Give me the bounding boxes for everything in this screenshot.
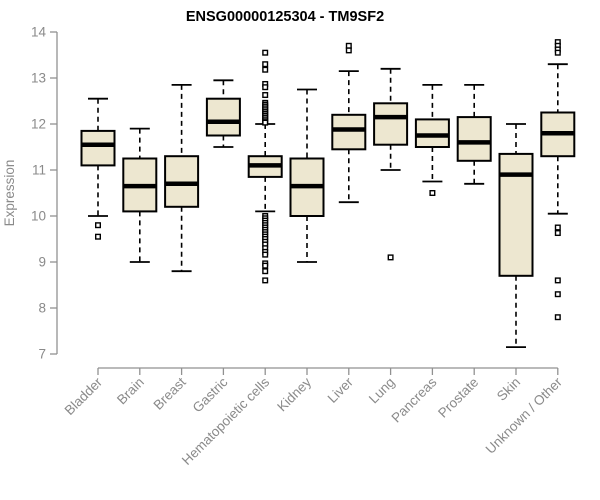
- boxplot-bladder: [80, 97, 116, 240]
- y-tick-label: 7: [38, 347, 46, 362]
- outlier-point: [262, 49, 269, 56]
- x-tick-label-prostate: Prostate: [435, 375, 481, 421]
- x-tick-label-pancreas: Pancreas: [389, 374, 440, 425]
- outlier-point: [262, 84, 269, 91]
- iqr-box: [80, 129, 116, 167]
- outlier-point: [554, 230, 561, 237]
- y-axis-label: Expression: [2, 160, 17, 227]
- x-tick-label-lung: Lung: [366, 375, 398, 407]
- boxplot-lung: [373, 67, 409, 261]
- outlier-point: [262, 92, 269, 99]
- outlier-point: [262, 61, 269, 68]
- boxplot-brain: [122, 127, 158, 263]
- x-tick-label-gastric: Gastric: [190, 374, 231, 415]
- y-tick-label: 10: [31, 209, 46, 224]
- boxplot-breast: [164, 84, 200, 273]
- x-tick-label-brain: Brain: [114, 375, 147, 408]
- iqr-box: [373, 102, 409, 146]
- boxplot-liver: [331, 42, 367, 204]
- iqr-box: [164, 155, 200, 208]
- chart-title: ENSG00000125304 - TM9SF2: [186, 9, 384, 25]
- y-tick-label: 14: [31, 25, 47, 40]
- x-tick-label-skin: Skin: [494, 375, 523, 404]
- boxplot-kidney: [289, 88, 325, 263]
- iqr-box: [205, 97, 241, 137]
- outlier-point: [387, 254, 394, 261]
- boxplot-prostate: [456, 84, 492, 185]
- iqr-box: [456, 116, 492, 162]
- boxplot-skin: [498, 123, 534, 349]
- outlier-point: [262, 119, 269, 126]
- x-tick-label-kidney: Kidney: [274, 374, 314, 414]
- y-tick-label: 8: [38, 301, 46, 316]
- y-tick-label: 11: [32, 163, 46, 178]
- outlier-point: [262, 251, 269, 258]
- x-tick-label-bladder: Bladder: [62, 374, 106, 418]
- outlier-point: [262, 262, 269, 269]
- outlier-point: [554, 314, 561, 321]
- outlier-point: [345, 47, 352, 54]
- boxplot-gastric: [205, 79, 241, 148]
- outlier-point: [554, 224, 561, 231]
- y-tick-label: 12: [31, 117, 46, 132]
- boxplot-hematopoietic-cells: [247, 49, 283, 284]
- y-tick-label: 9: [38, 255, 46, 270]
- outlier-point: [94, 233, 101, 240]
- x-tick-label-breast: Breast: [151, 374, 189, 412]
- boxplots: [80, 39, 576, 349]
- outlier-point: [554, 291, 561, 298]
- iqr-box: [414, 118, 450, 149]
- outlier-point: [554, 49, 561, 56]
- outlier-point: [262, 277, 269, 284]
- iqr-box: [498, 152, 534, 277]
- outlier-point: [94, 222, 101, 229]
- outlier-point: [262, 66, 269, 73]
- boxplot-unknown-other: [540, 39, 576, 321]
- x-tick-label-liver: Liver: [325, 374, 357, 406]
- outlier-point: [429, 189, 436, 196]
- x-tick-label-unknown-other: Unknown / Other: [483, 374, 566, 457]
- outlier-point: [262, 268, 269, 275]
- iqr-box: [331, 113, 367, 151]
- y-tick-label: 13: [31, 71, 46, 86]
- boxplot-pancreas: [414, 84, 450, 196]
- outlier-point: [554, 277, 561, 284]
